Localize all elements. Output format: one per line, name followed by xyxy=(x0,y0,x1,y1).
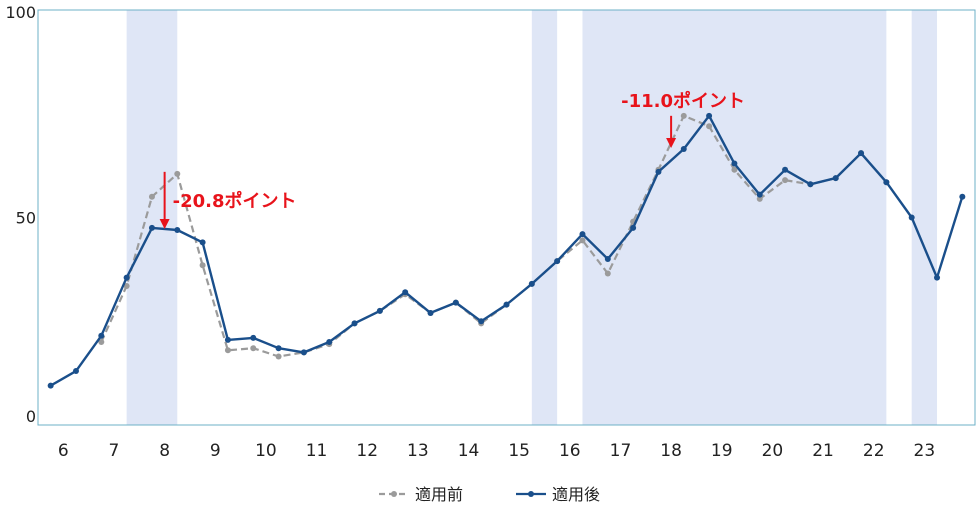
legend: 適用前 適用後 xyxy=(379,485,600,504)
data-point-after xyxy=(326,339,333,345)
x-tick-label: 10 xyxy=(255,441,277,461)
data-point-after xyxy=(351,320,358,327)
data-point-after xyxy=(908,214,915,221)
x-tick-label: 15 xyxy=(508,441,530,461)
x-tick-label: 21 xyxy=(812,441,834,461)
data-point-after xyxy=(959,193,966,200)
data-point-after xyxy=(503,301,510,308)
data-point-after xyxy=(630,224,637,231)
data-point-after xyxy=(858,150,865,157)
x-tick-label: 20 xyxy=(762,441,784,461)
shaded-band xyxy=(582,10,887,425)
data-point-after xyxy=(832,175,839,182)
annotation-label: -20.8ポイント xyxy=(173,190,297,212)
x-tick-label: 12 xyxy=(356,441,378,461)
x-tick-label: 22 xyxy=(863,441,885,461)
annotation-label: -11.0ポイント xyxy=(621,90,745,112)
y-tick-label: 100 xyxy=(5,3,36,22)
data-point-after xyxy=(604,256,611,262)
data-point-after xyxy=(300,349,307,356)
x-tick-label: 6 xyxy=(58,441,69,461)
data-point-after xyxy=(528,280,535,287)
annotation-arrow-head xyxy=(159,218,170,229)
data-point-before xyxy=(250,345,257,352)
data-point-before xyxy=(275,353,282,360)
data-point-before xyxy=(199,262,206,269)
x-tick-label: 18 xyxy=(660,441,682,461)
data-point-after xyxy=(782,166,789,173)
data-point-before xyxy=(731,166,738,173)
x-tick-label: 14 xyxy=(458,441,480,461)
data-point-after xyxy=(47,382,54,389)
x-tick-label: 19 xyxy=(711,441,733,461)
y-tick-label: 50 xyxy=(16,209,36,228)
data-point-after xyxy=(174,226,181,233)
data-point-after xyxy=(275,345,282,352)
data-point-after xyxy=(655,168,662,175)
data-point-before xyxy=(782,177,789,184)
data-point-after xyxy=(224,336,231,343)
x-tick-label: 8 xyxy=(159,441,170,461)
data-point-after xyxy=(706,112,713,119)
data-point-before xyxy=(680,112,687,119)
data-point-before xyxy=(604,270,611,277)
x-tick-label: 9 xyxy=(210,441,221,461)
data-point-after xyxy=(402,289,409,296)
x-tick-label: 11 xyxy=(306,441,328,461)
x-tick-label: 16 xyxy=(559,441,581,461)
y-axis-ticks: 0 50 100 xyxy=(5,3,36,426)
data-point-before xyxy=(579,237,586,244)
data-point-after xyxy=(579,231,586,238)
data-point-before xyxy=(706,123,713,130)
series-group xyxy=(47,112,966,389)
x-axis-ticks: 6 7 8 9 10 11 12 13 14 15 16 17 18 19 20 21 22 23 xyxy=(58,441,935,461)
data-point-after xyxy=(376,307,383,314)
data-point-after xyxy=(680,146,687,153)
data-point-before xyxy=(98,339,105,345)
x-tick-label: 23 xyxy=(914,441,936,461)
data-point-before xyxy=(756,195,763,202)
legend-marker xyxy=(528,491,534,497)
legend-label: 適用前 xyxy=(415,485,463,504)
x-tick-label: 7 xyxy=(109,441,120,461)
data-point-after xyxy=(554,258,561,265)
data-point-before xyxy=(123,282,130,289)
data-point-after xyxy=(807,181,814,188)
data-point-after xyxy=(123,274,130,281)
data-point-after xyxy=(199,239,206,246)
data-point-after xyxy=(934,274,941,281)
plot-frame xyxy=(37,9,976,426)
y-tick-label: 0 xyxy=(26,407,36,426)
data-point-after xyxy=(427,309,434,316)
data-point-after xyxy=(72,368,79,375)
data-point-after xyxy=(883,179,890,186)
data-point-before xyxy=(174,170,181,177)
annotations: -20.8ポイント -11.0ポイント xyxy=(159,90,745,229)
data-point-after xyxy=(148,224,155,231)
x-tick-label: 17 xyxy=(610,441,632,461)
annotation-arrow-head xyxy=(666,138,677,149)
legend-label: 適用後 xyxy=(552,485,600,504)
data-point-after xyxy=(731,160,738,167)
data-point-after xyxy=(452,299,459,306)
legend-marker xyxy=(391,491,397,497)
x-tick-label: 13 xyxy=(407,441,429,461)
shaded-regions xyxy=(126,10,938,425)
shaded-band xyxy=(531,10,558,425)
data-point-after xyxy=(98,332,105,339)
shaded-band xyxy=(126,10,178,425)
data-point-after xyxy=(250,334,257,341)
data-point-before xyxy=(148,193,155,200)
data-point-after xyxy=(478,318,485,325)
data-point-before xyxy=(224,347,231,354)
shaded-band xyxy=(911,10,938,425)
data-point-after xyxy=(756,191,763,198)
